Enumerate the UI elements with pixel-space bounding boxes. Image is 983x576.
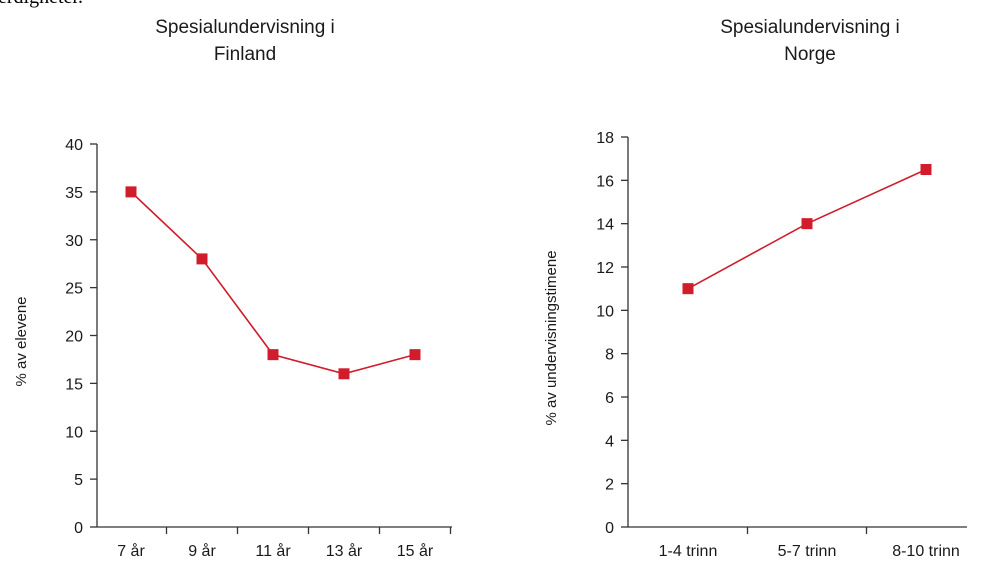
y-tick-label: 10 [596, 303, 614, 320]
chart-title-line-1: Spesialundervisning i [155, 17, 335, 38]
y-axis-title: % av undervisningstimene [543, 250, 560, 425]
data-point [338, 368, 350, 380]
y-tick-label: 6 [605, 390, 614, 407]
chart-title-finland: Spesialundervisning i Finland [100, 14, 390, 68]
truncated-body-text: erdigheter. [0, 0, 83, 9]
x-tick-label: 8-10 trinn [892, 543, 960, 560]
x-tick-label: 13 år [326, 542, 363, 560]
y-tick-label: 20 [65, 329, 83, 346]
y-tick-label: 5 [74, 472, 83, 489]
y-tick-label: 10 [65, 424, 83, 441]
y-tick-label: 35 [65, 185, 83, 202]
data-point [920, 164, 932, 175]
y-tick-label: 0 [605, 520, 614, 537]
x-tick-label: 15 år [397, 542, 434, 560]
y-tick-label: 15 [65, 376, 83, 393]
data-point [801, 218, 813, 230]
chart-norge: 0 2 4 6 8 10 12 14 16 18 1-4 trinn 5-7 trinn 8-10 tr… [543, 130, 967, 560]
data-point [409, 349, 421, 361]
x-tick-label: 7 år [117, 542, 145, 560]
y-tick-label: 18 [596, 130, 614, 147]
y-tick-label: 0 [74, 520, 83, 537]
x-tick-label: 11 år [255, 542, 291, 560]
y-tick-label: 14 [596, 217, 614, 234]
y-tick-label: 40 [65, 137, 83, 154]
y-tick-label: 8 [605, 347, 614, 364]
y-tick-label: 12 [596, 260, 614, 277]
data-point [125, 186, 137, 198]
chart-title-norge: Spesialundervisning i Norge [665, 14, 955, 68]
chart-title-line-1: Spesialundervisning i [720, 17, 900, 38]
x-tick-label: 1-4 trinn [659, 543, 718, 560]
data-point [196, 253, 208, 265]
y-tick-label: 2 [605, 477, 614, 494]
chart-finland: 0 5 10 15 20 25 30 35 40 7 år 9 år 11 år 13 år 15 år%… [13, 137, 452, 560]
x-tick-label: 5-7 trinn [778, 543, 837, 560]
y-tick-label: 4 [605, 433, 614, 450]
y-tick-label: 16 [596, 173, 614, 190]
x-tick-label: 9 år [188, 542, 216, 560]
y-axis-title: % av elevene [13, 296, 30, 386]
y-tick-label: 25 [65, 281, 83, 298]
data-point [682, 283, 694, 295]
series-line [130, 191, 416, 375]
y-tick-label: 30 [65, 233, 83, 250]
chart-title-line-2: Norge [784, 44, 836, 65]
data-point [267, 349, 279, 361]
chart-title-line-2: Finland [213, 44, 277, 65]
